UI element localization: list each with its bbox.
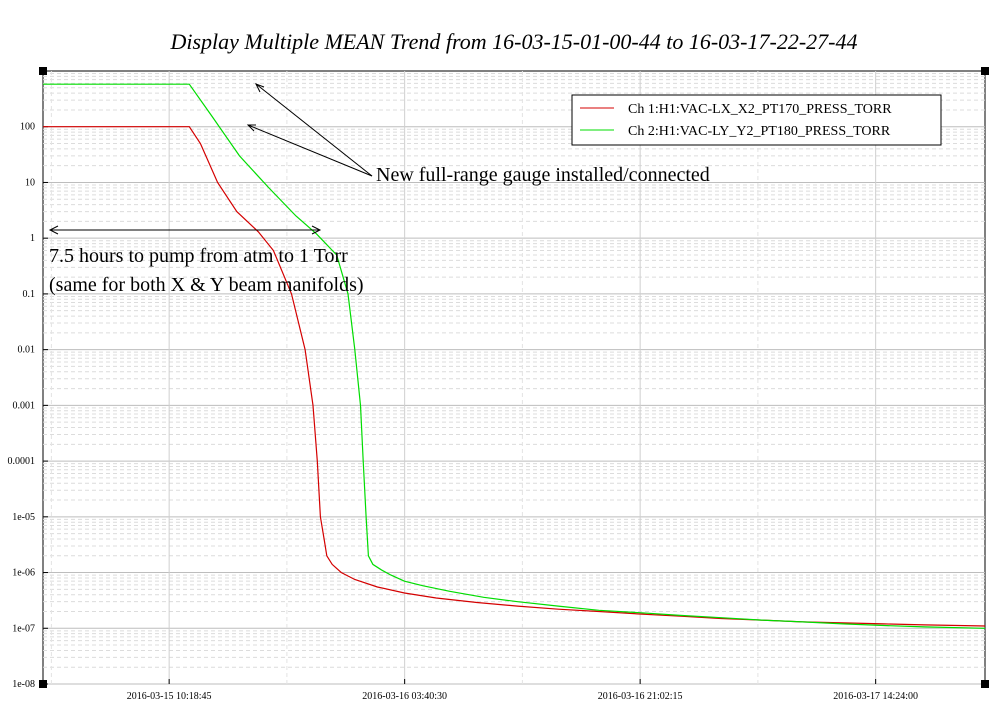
y-tick-label: 0.001 [13, 400, 36, 411]
annotation-arrowhead-green [254, 83, 265, 93]
legend-label-ch1: Ch 1:H1:VAC-LX_X2_PT170_PRESS_TORR [628, 102, 892, 117]
legend: Ch 1:H1:VAC-LX_X2_PT170_PRESS_TORR Ch 2:… [571, 94, 942, 146]
series-line-2 [43, 83, 986, 629]
legend-box [571, 94, 942, 146]
plot-area [42, 70, 986, 685]
y-tick-label: 100 [20, 122, 35, 133]
corner-handle-bottom-left[interactable] [39, 680, 47, 688]
series-lines [43, 83, 986, 629]
y-tick-label: 0.01 [18, 345, 36, 356]
annotation-arrow-red [247, 124, 373, 177]
y-tick-label: 0.1 [23, 289, 36, 300]
chart-title: Display Multiple MEAN Trend from 16-03-1… [169, 29, 857, 54]
annotation-pump-line2: (same for both X & Y beam manifolds) [49, 274, 364, 296]
y-tick-label: 10 [25, 177, 35, 188]
y-tick-label: 0.0001 [8, 456, 36, 467]
x-tick-label: 2016-03-15 10:18:45 [127, 691, 212, 702]
legend-label-ch2: Ch 2:H1:VAC-LY_Y2_PT180_PRESS_TORR [628, 124, 891, 139]
annotation-gauge-text: New full-range gauge installed/connected [376, 164, 710, 186]
annotation-pump-time: 7.5 hours to pump from atm to 1 Torr (sa… [48, 225, 364, 296]
annotation-arrow-green [255, 83, 373, 177]
y-tick-label: 1 [30, 233, 35, 244]
annotation-pump-line1: 7.5 hours to pump from atm to 1 Torr [49, 245, 348, 267]
annotation-gauge: New full-range gauge installed/connected [246, 83, 710, 186]
corner-handle-top-left[interactable] [39, 67, 47, 75]
annotation-arrowhead-right [311, 225, 322, 235]
series-line-1 [43, 126, 986, 627]
grid [43, 71, 985, 685]
annotation-arrowhead-left [48, 225, 59, 235]
x-tick-label: 2016-03-16 21:02:15 [598, 691, 683, 702]
annotation-arrowhead-red [246, 124, 256, 132]
corner-handle-top-right[interactable] [981, 67, 989, 75]
corner-handle-bottom-right[interactable] [981, 680, 989, 688]
y-tick-label: 1e-06 [12, 568, 35, 579]
y-tick-label: 1e-05 [12, 512, 35, 523]
y-tick-label: 1e-08 [12, 679, 35, 690]
axis-ticks: 100 10 1 0.1 0.01 0.001 0.0001 1e-05 1e-06 1e-07 1… [8, 122, 919, 702]
x-tick-label: 2016-03-16 03:40:30 [362, 691, 447, 702]
y-tick-label: 1e-07 [12, 623, 35, 634]
x-tick-label: 2016-03-17 14:24:00 [833, 691, 918, 702]
